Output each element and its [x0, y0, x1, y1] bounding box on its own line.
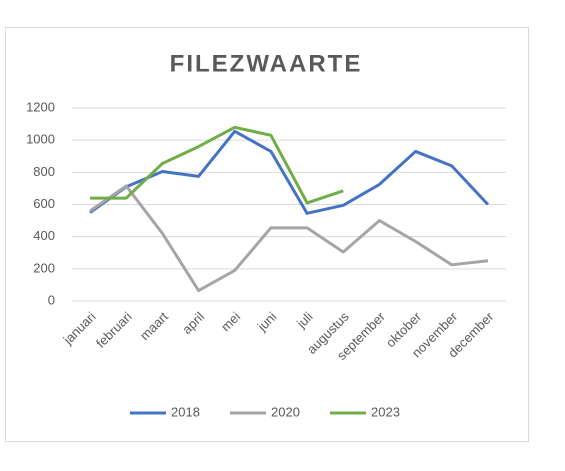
series-line [90, 125, 344, 205]
y-tick-label: 200 [33, 260, 55, 275]
chart-title: FILEZWAARTE [170, 50, 363, 77]
legend-label: 2023 [371, 404, 400, 419]
y-tick-label: 800 [33, 164, 55, 179]
y-tick-label: 1000 [26, 132, 55, 147]
series-line [89, 129, 490, 215]
y-tick-label: 1200 [26, 99, 55, 114]
y-tick-label: 600 [33, 196, 55, 211]
y-tick-label: 0 [48, 292, 55, 307]
y-tick-label: 400 [33, 228, 55, 243]
series-line [89, 184, 489, 293]
legend-label: 2018 [171, 404, 200, 419]
legend-label: 2020 [271, 404, 300, 419]
